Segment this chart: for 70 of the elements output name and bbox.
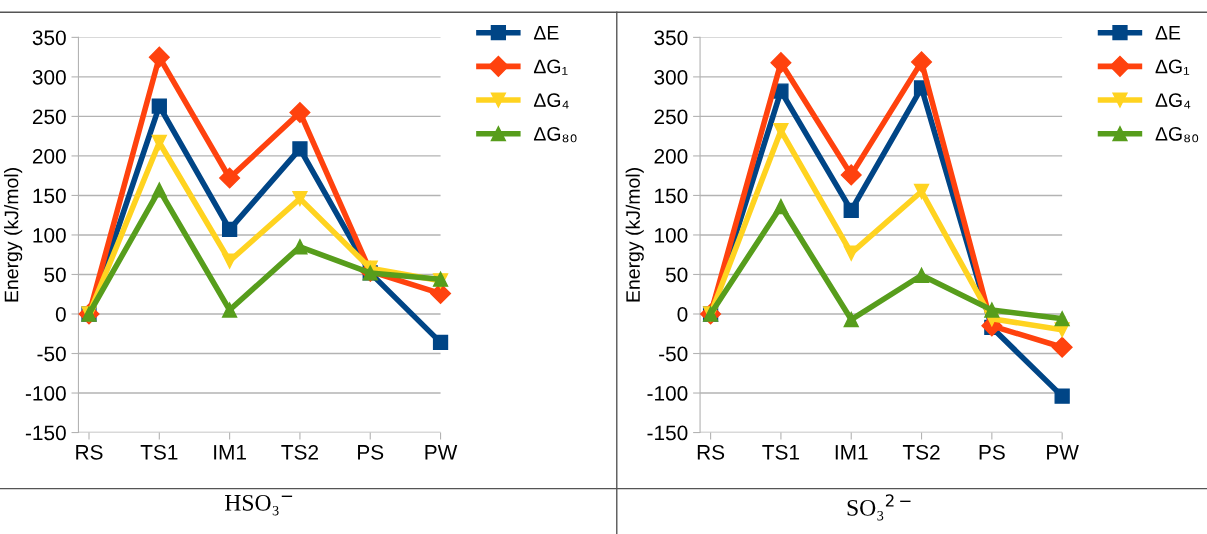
x-tick-label: TS2	[902, 444, 940, 460]
point	[773, 122, 789, 139]
point	[913, 267, 930, 283]
legend-label: ΔG₁	[533, 59, 568, 75]
y-tick-label: 150	[33, 188, 66, 204]
x-tick-label: TS1	[140, 444, 178, 460]
y-tick-label: -150	[647, 425, 688, 441]
point	[1054, 388, 1070, 404]
y-tick-label: 0	[677, 306, 688, 322]
x-tick-label: IM1	[835, 445, 868, 460]
y-tick-label: 0	[55, 306, 66, 322]
x-tick-label: IM1	[214, 445, 246, 460]
legend-label: ΔE	[533, 26, 559, 40]
point	[984, 302, 1000, 318]
point	[151, 182, 167, 198]
y-axis-title: Energy (kJ/mol)	[625, 168, 644, 302]
y-tick-label: 200	[654, 148, 688, 164]
point	[151, 98, 167, 114]
point	[221, 221, 238, 238]
legend-label: ΔE	[1155, 26, 1181, 40]
legend-label: ΔG₁	[1155, 59, 1190, 75]
legend-label: ΔG₈₀	[533, 126, 577, 143]
y-tick-label: 200	[32, 148, 66, 164]
point	[148, 46, 170, 68]
x-tick-label: RS	[76, 444, 103, 460]
point	[913, 183, 930, 200]
y-tick-label: -100	[25, 386, 66, 401]
point	[773, 198, 789, 215]
y-tick-label: -50	[37, 346, 66, 362]
y-axis-title: Energy (kJ/mol)	[4, 168, 23, 302]
point	[1051, 336, 1073, 358]
point	[843, 202, 859, 219]
legend-label: ΔG₄	[533, 93, 569, 109]
point	[151, 134, 167, 151]
y-tick-label: 250	[32, 109, 66, 125]
point	[770, 52, 792, 74]
point	[289, 101, 311, 123]
y-tick-label: 150	[655, 188, 688, 204]
y-tick-label: 300	[32, 69, 66, 85]
point	[840, 164, 862, 186]
y-tick-label: 100	[33, 227, 66, 243]
x-axis-title: SO₃$^{2−}$	[847, 494, 911, 521]
y-tick-label: -100	[647, 386, 688, 401]
y-tick-label: 50	[665, 267, 688, 283]
y-tick-label: 300	[654, 69, 688, 85]
x-tick-label: PW	[425, 445, 458, 460]
x-tick-label: PS	[979, 444, 1005, 460]
y-tick-label: -150	[25, 425, 66, 441]
point	[1054, 311, 1070, 327]
y-tick-label: 350	[32, 30, 66, 46]
x-tick-label: PW	[1047, 445, 1079, 460]
y-tick-label: 350	[654, 30, 688, 46]
x-tick-label: RS	[697, 444, 725, 460]
y-tick-label: -50	[659, 346, 688, 362]
point	[221, 302, 238, 318]
y-tick-label: 250	[654, 109, 688, 125]
point	[292, 190, 308, 207]
y-tick-label: 50	[44, 267, 66, 283]
point	[219, 167, 241, 189]
legend-label: ΔG₄	[1155, 93, 1191, 109]
x-tick-label: PS	[358, 444, 384, 460]
point	[911, 51, 933, 73]
point	[292, 141, 308, 157]
point	[432, 334, 449, 351]
point	[843, 311, 859, 328]
y-tick-label: 100	[655, 227, 688, 243]
x-axis-title: HSO₃$^{−}$	[225, 494, 293, 516]
legend-label: ΔG₈₀	[1155, 126, 1199, 143]
x-tick-label: TS1	[762, 444, 800, 460]
x-tick-label: TS2	[281, 444, 318, 460]
